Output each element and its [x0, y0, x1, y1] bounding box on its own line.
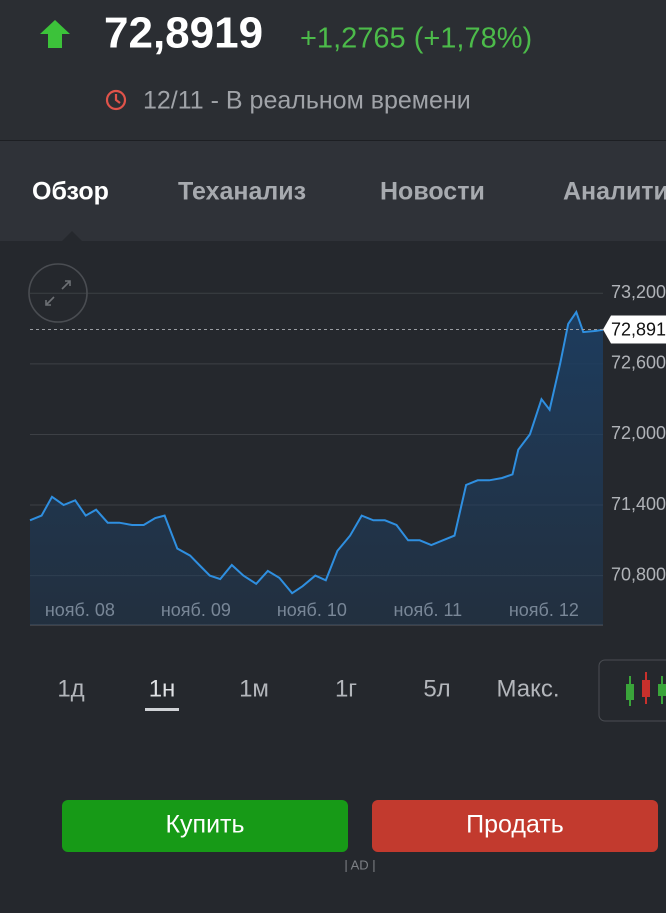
timeframe-underline	[145, 708, 179, 711]
timeframe[interactable]: 1м	[239, 675, 269, 702]
timeframe[interactable]: 1н	[149, 675, 176, 702]
tab[interactable]: Обзор	[32, 178, 109, 206]
timeframe[interactable]: 1д	[57, 675, 84, 702]
price-line	[29, 309, 604, 595]
clock-icon	[105, 89, 127, 111]
y-tick-label: 71,400	[611, 494, 666, 514]
up-arrow	[40, 20, 70, 48]
tab[interactable]: Новости	[380, 178, 485, 206]
tab[interactable]: Аналитика	[563, 178, 666, 206]
tabs-bg	[0, 141, 666, 241]
tab[interactable]: Теханализ	[178, 178, 306, 206]
price: 72,8919	[104, 9, 263, 58]
y-tick-label: 72,000	[611, 423, 666, 443]
buy-button[interactable]: Купить	[62, 800, 348, 852]
buy-label: Купить	[165, 811, 244, 839]
timeframe[interactable]: 1г	[335, 675, 357, 702]
expand-button[interactable]	[28, 263, 88, 323]
area	[30, 312, 603, 625]
ad-label: | AD |	[344, 857, 375, 872]
header-bg	[0, 0, 666, 140]
sell-label: Продать	[466, 811, 564, 839]
last-price-tag	[603, 315, 666, 344]
chart-type-button[interactable]	[598, 659, 666, 722]
y-tick-label: 73,200	[611, 282, 666, 302]
price-change: +1,2765 (+1,78%)	[300, 23, 532, 55]
status: 12/11 - В реальном времени	[143, 87, 471, 115]
timeframe[interactable]: Макс.	[496, 675, 559, 702]
last-price-label: 72,8919	[611, 319, 666, 339]
timeframe[interactable]: 5л	[423, 675, 450, 702]
tab-indicator	[62, 231, 82, 241]
sell-button[interactable]: Продать	[372, 800, 658, 852]
y-tick-label: 72,600	[611, 353, 666, 373]
y-tick-label: 70,800	[611, 564, 666, 584]
